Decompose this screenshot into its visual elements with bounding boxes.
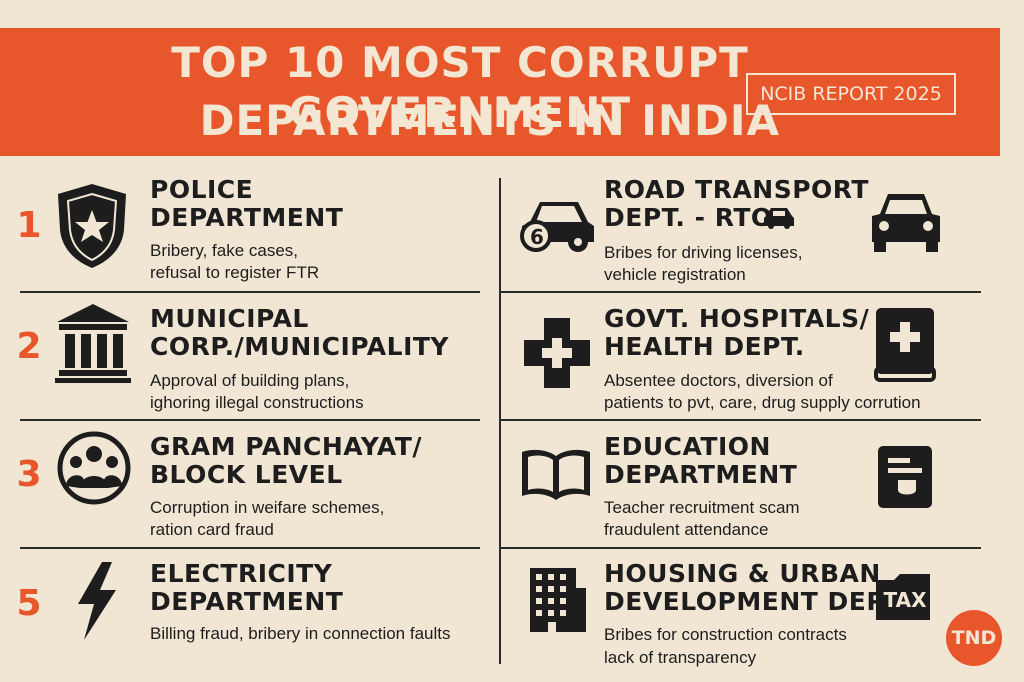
- government-building-icon: [55, 302, 131, 384]
- department-description: vehicle registration: [604, 265, 746, 284]
- column-divider: [499, 178, 501, 664]
- department-description: Approval of building plans,: [150, 371, 350, 390]
- row-divider: [20, 291, 480, 293]
- people-group-icon: [56, 430, 132, 506]
- department-title: ELECTRICITY: [150, 559, 333, 588]
- department-description: Teacher recruitment scam: [604, 498, 800, 517]
- office-building-icon: [526, 566, 588, 634]
- department-title: POLICE: [150, 175, 254, 204]
- department-description: ration card fraud: [150, 520, 274, 539]
- department-title: MUNICIPAL: [150, 304, 309, 333]
- department-title: HEALTH DEPT.: [604, 332, 805, 361]
- department-title: BLOCK LEVEL: [150, 460, 343, 489]
- health-book-icon: [872, 306, 936, 384]
- rank-number: 2: [16, 326, 42, 367]
- department-description: Absentee doctors, diversion of: [604, 371, 833, 390]
- department-description: Billing fraud, bribery in connection fau…: [150, 624, 451, 643]
- department-title: GRAM PANCHAYAT/: [150, 432, 423, 461]
- header-banner: TOP 10 MOST CORRUPT GOVERNMENT DEPARTMEN…: [0, 28, 1000, 156]
- tax-label: TAX: [883, 588, 927, 612]
- rank-number: 3: [16, 454, 42, 495]
- department-description: Bribes for construction contracts: [604, 625, 847, 644]
- department-description: ighoring illegal constructions: [150, 393, 364, 412]
- brand-logo: TND: [946, 610, 1002, 666]
- medical-cross-icon: [522, 316, 592, 390]
- department-description: Corruption in weifare schemes,: [150, 498, 385, 517]
- department-title: ROAD TRANSPORT: [604, 175, 869, 204]
- row-divider: [499, 419, 981, 421]
- row-divider: [499, 291, 981, 293]
- department-title: HOUSING & URBAN: [604, 559, 881, 588]
- report-badge: NCIB REPORT 2025: [746, 73, 956, 115]
- document-icon: [876, 444, 934, 510]
- department-description: Bribes for driving licenses,: [604, 243, 803, 262]
- row-divider: [20, 547, 480, 549]
- department-title: DEPARTMENT: [150, 203, 344, 232]
- rank-number: 6: [530, 225, 544, 249]
- page-title-line2: DEPARTMENTS IN INDIA: [199, 96, 780, 145]
- row-divider: [20, 419, 480, 421]
- department-title: GOVT. HOSPITALS/: [604, 304, 870, 333]
- department-description: lack of transparency: [604, 648, 757, 667]
- small-car-icon: [762, 206, 796, 230]
- department-description: Bribery, fake cases,: [150, 241, 299, 260]
- department-description: fraudulent attendance: [604, 520, 769, 539]
- department-title: DEPARTMENT: [604, 460, 798, 489]
- department-description: patients to pvt, care, drug supply corru…: [604, 393, 921, 412]
- department-title: EDUCATION: [604, 432, 771, 461]
- department-description: refusal to register FTR: [150, 263, 320, 282]
- department-title: DEPT. - RTO: [604, 203, 773, 232]
- tax-folder-icon: [874, 572, 934, 624]
- department-title: DEVELOPMENT DEPT.: [604, 587, 909, 616]
- department-title: CORP./MUNICIPALITY: [150, 332, 450, 361]
- car-icon: [516, 196, 598, 254]
- lightning-bolt-icon: [72, 560, 120, 642]
- row-divider: [499, 547, 981, 549]
- open-book-icon: [518, 446, 594, 504]
- rank-number: 1: [16, 205, 42, 246]
- department-title: DEPARTMENT: [150, 587, 344, 616]
- car-front-icon: [868, 190, 944, 254]
- rank-number: 5: [16, 583, 42, 624]
- page-title-line1: TOP 10 MOST CORRUPT GOVERNMENT: [171, 38, 749, 137]
- police-badge-icon: [52, 180, 132, 270]
